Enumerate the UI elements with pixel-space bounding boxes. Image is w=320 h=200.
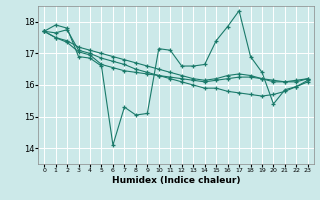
X-axis label: Humidex (Indice chaleur): Humidex (Indice chaleur): [112, 176, 240, 185]
